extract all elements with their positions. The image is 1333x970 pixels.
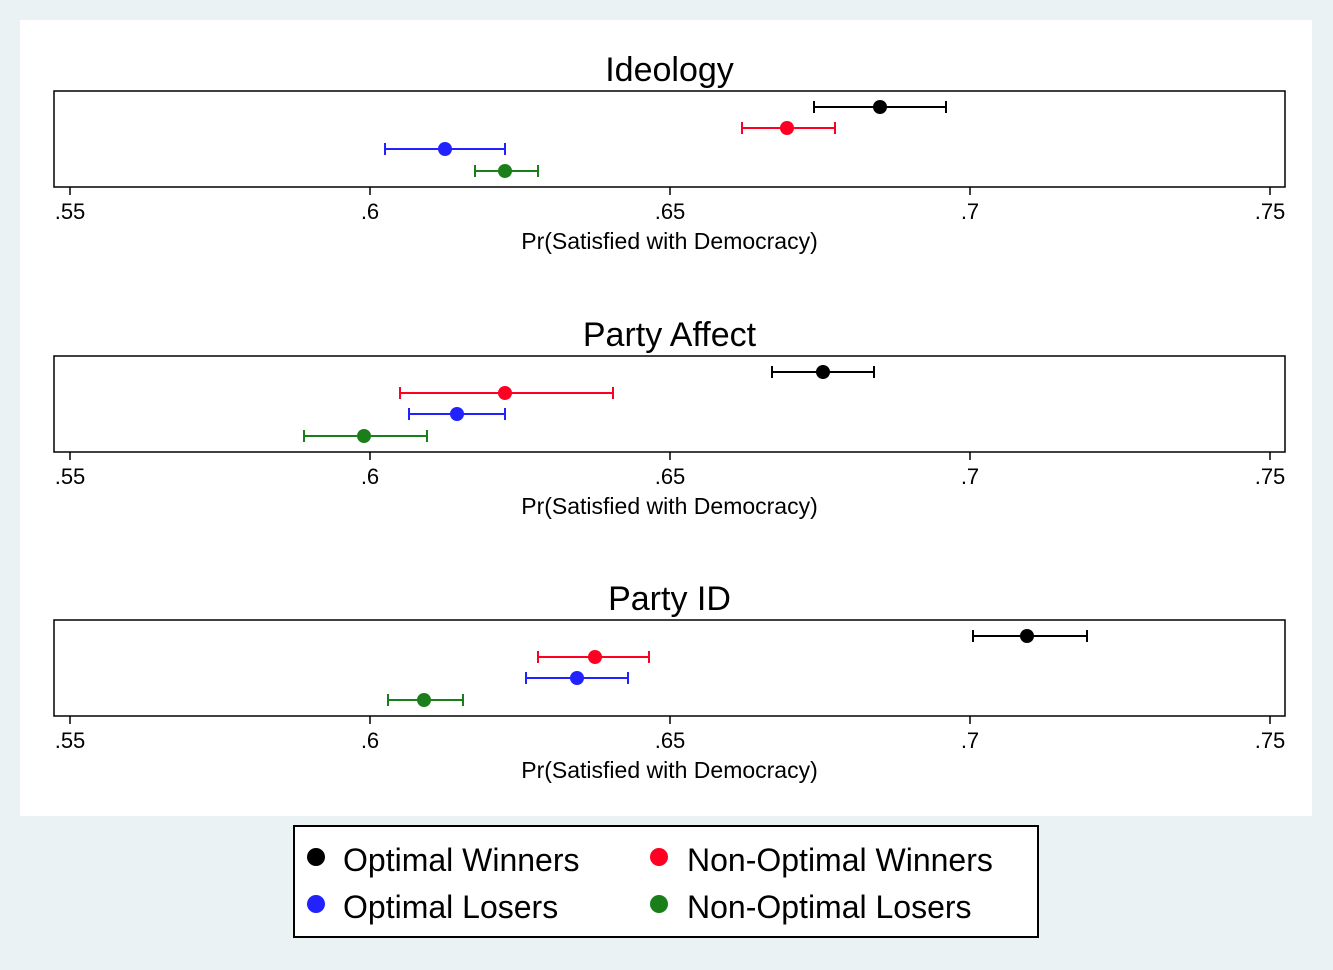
series-optimal-losers [384, 142, 506, 156]
series-non-optimal-losers [474, 164, 539, 178]
legend-marker-optimal-losers [307, 895, 325, 913]
panel-party-id: Party ID .55 .6 .65 .7 .75 Pr(Satisfied with D… [53, 580, 1286, 783]
x-tick-label: .55 [55, 728, 86, 753]
series-optimal-losers [408, 407, 506, 421]
series-non-optimal-winners [399, 386, 614, 400]
series-optimal-winners [771, 365, 875, 379]
plot-frame [53, 90, 1286, 188]
x-tick-label: .7 [961, 199, 979, 224]
series-non-optimal-losers [303, 429, 428, 443]
panel-title: Ideology [605, 51, 734, 89]
x-axis-label: Pr(Satisfied with Democracy) [521, 228, 818, 254]
x-tick-label: .6 [361, 199, 379, 224]
x-tick-label: .75 [1255, 464, 1286, 489]
series-non-optimal-losers [387, 693, 464, 707]
point-estimate [816, 365, 830, 379]
series-optimal-winners [813, 100, 947, 114]
panel-title: Party ID [608, 580, 731, 618]
series-non-optimal-winners [741, 121, 836, 135]
panel-party-affect: Party Affect .55 .6 .65 .7 .75 Pr(Satisfied wi… [53, 316, 1286, 519]
legend-marker-optimal-winners [307, 848, 325, 866]
point-estimate [570, 671, 584, 685]
x-tick-label: .55 [55, 199, 86, 224]
legend-label-optimal-winners: Optimal Winners [343, 842, 580, 878]
x-tick-label: .7 [961, 464, 979, 489]
legend-marker-non-optimal-losers [650, 895, 668, 913]
x-axis-label: Pr(Satisfied with Democracy) [521, 493, 818, 519]
x-tick-label: .7 [961, 728, 979, 753]
series-optimal-losers [525, 671, 629, 685]
legend-box [293, 825, 1039, 938]
series-non-optimal-winners [537, 650, 650, 664]
point-estimate [588, 650, 602, 664]
chart-panels: Ideology .55 .6 .65 .7 .75 Pr(Satisfied with D… [53, 51, 1286, 783]
panel-ideology: Ideology .55 .6 .65 .7 .75 Pr(Satisfied with D… [53, 51, 1286, 254]
point-estimate [417, 693, 431, 707]
point-estimate [780, 121, 794, 135]
point-estimate [498, 164, 512, 178]
x-tick-label: .6 [361, 464, 379, 489]
x-tick-label: .75 [1255, 199, 1286, 224]
panel-title: Party Affect [583, 316, 757, 354]
series-optimal-winners [972, 629, 1088, 643]
legend: Optimal Winners Non-Optimal Winners Opti… [293, 825, 1039, 938]
legend-label-non-optimal-losers: Non-Optimal Losers [687, 889, 972, 925]
point-estimate [1020, 629, 1034, 643]
point-estimate [438, 142, 452, 156]
x-tick-label: .65 [655, 728, 686, 753]
x-tick-label: .6 [361, 728, 379, 753]
x-tick-label: .55 [55, 464, 86, 489]
point-estimate [498, 386, 512, 400]
point-estimate [357, 429, 371, 443]
plot-frame [53, 355, 1286, 453]
point-estimate [450, 407, 464, 421]
x-tick-label: .65 [655, 199, 686, 224]
x-tick-label: .75 [1255, 728, 1286, 753]
x-axis-label: Pr(Satisfied with Democracy) [521, 757, 818, 783]
point-estimate [873, 100, 887, 114]
x-tick-label: .65 [655, 464, 686, 489]
legend-label-optimal-losers: Optimal Losers [343, 889, 558, 925]
legend-marker-non-optimal-winners [650, 848, 668, 866]
plot-frame [53, 619, 1286, 717]
legend-label-non-optimal-winners: Non-Optimal Winners [687, 842, 993, 878]
